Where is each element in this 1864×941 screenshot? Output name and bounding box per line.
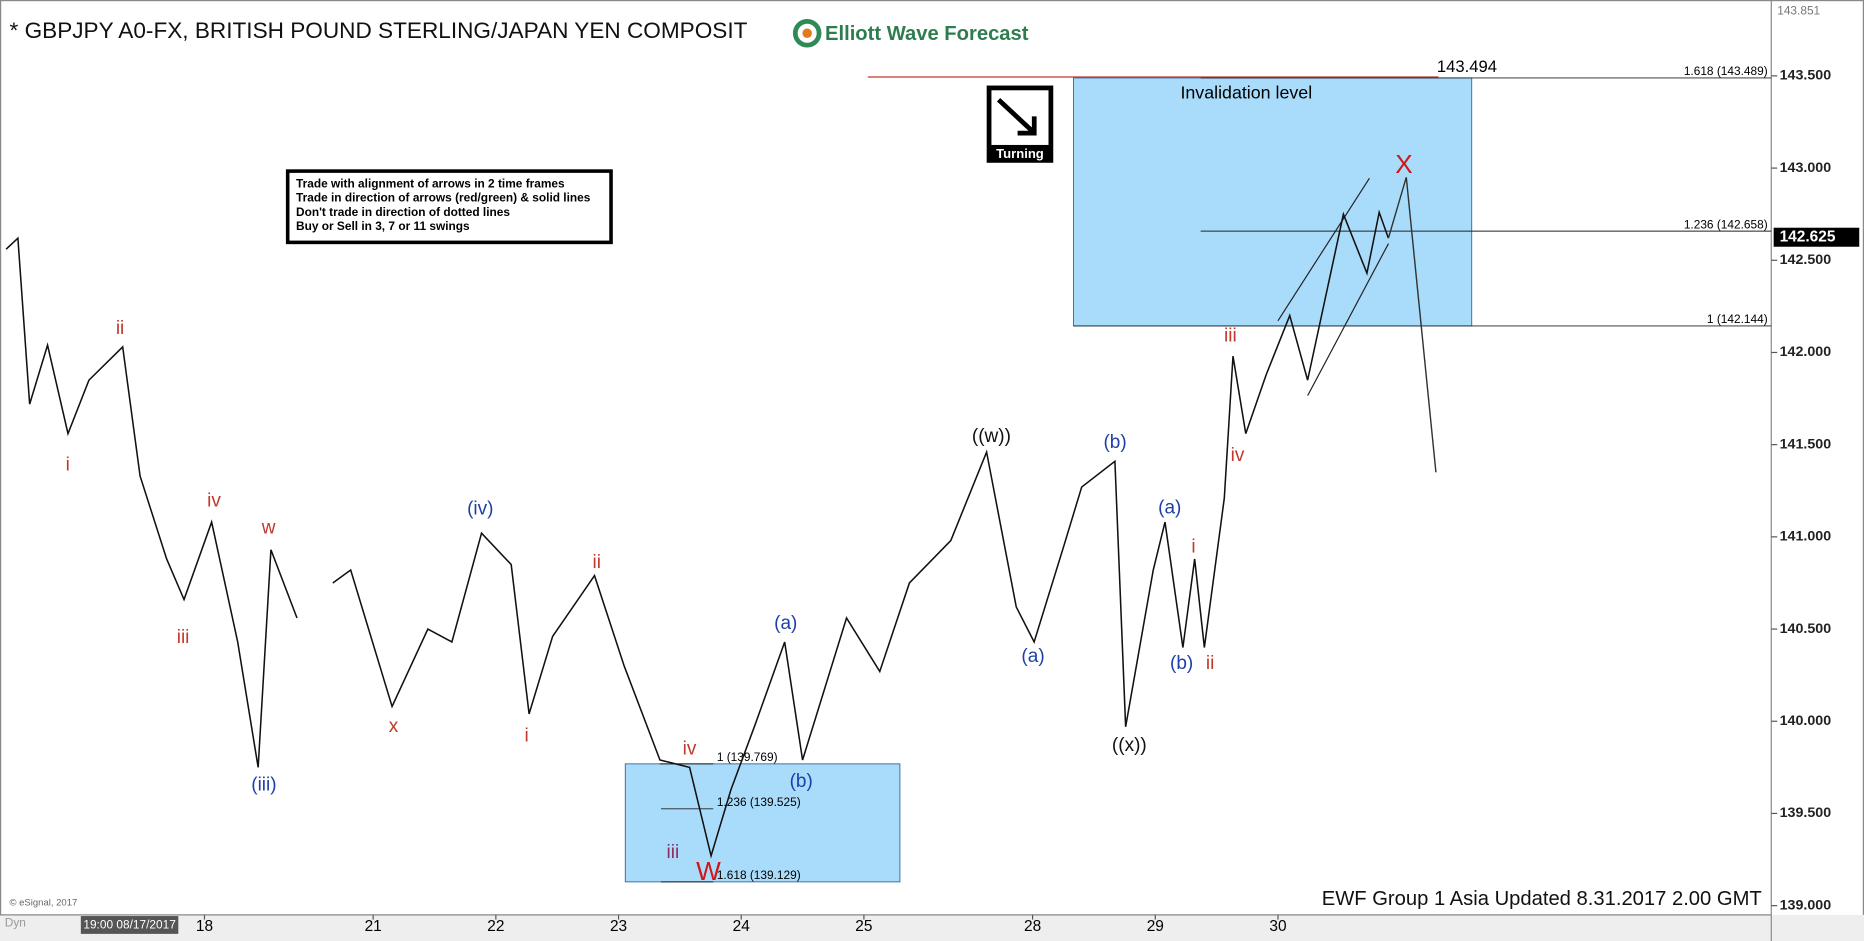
- fib-label: 1.618 (143.489): [1684, 64, 1768, 78]
- turning-icon: Turning: [986, 85, 1054, 163]
- cursor-box: [80, 916, 179, 934]
- wave-label: ii: [593, 552, 601, 573]
- x-tick-label: 22: [487, 918, 504, 935]
- projection-line: [1387, 177, 1437, 473]
- fib-label: 1 (139.769): [717, 750, 778, 764]
- x-tick-label: 18: [196, 918, 213, 935]
- wave-label: iv: [1231, 445, 1245, 466]
- y-tick-label: 140.000: [1780, 713, 1832, 729]
- wave-label: ii: [1206, 653, 1214, 674]
- rule: Don't trade in direction of dotted lines: [296, 205, 510, 219]
- x-tick-label: 21: [365, 918, 382, 935]
- wave-label: i: [525, 726, 529, 747]
- last-price-label: 142.625: [1780, 228, 1836, 245]
- x-tick-label: 23: [610, 918, 627, 935]
- wave-label: (b): [790, 771, 813, 792]
- x-axis-band: [0, 914, 1864, 941]
- price-line: [332, 209, 1390, 859]
- x-tick-label: 25: [855, 918, 872, 935]
- y-tick-label: 142.000: [1780, 344, 1832, 360]
- wave-label: ii: [116, 318, 124, 339]
- rule: Trade with alignment of arrows in 2 time…: [296, 176, 565, 190]
- zone-label: Invalidation level: [1180, 83, 1312, 103]
- wave-label: ((x)): [1112, 735, 1147, 756]
- logo: Elliott Wave Forecast: [825, 23, 1029, 45]
- wave-label: (iv): [467, 499, 493, 520]
- target-zone: [624, 763, 901, 883]
- high-label: 143.851: [1777, 3, 1820, 17]
- y-tick-label: 143.000: [1780, 160, 1832, 176]
- y-tick-label: 139.000: [1780, 897, 1832, 913]
- wave-label: w: [261, 518, 276, 539]
- rules-box: [285, 169, 613, 245]
- toolbar-label: Dyn: [5, 915, 26, 929]
- wave-label: (iii): [251, 774, 276, 795]
- wave-label: (a): [1158, 498, 1181, 519]
- wave-label: (b): [1103, 432, 1126, 453]
- channel-line: [1277, 177, 1370, 322]
- wave-label: ((w)): [972, 426, 1011, 447]
- channel-line: [1307, 243, 1390, 396]
- wave-label: X: [1395, 149, 1412, 179]
- logo-icon: [792, 19, 822, 48]
- footer: EWF Group 1 Asia Updated 8.31.2017 2.00 …: [1322, 888, 1762, 910]
- wave-label: (a): [774, 613, 797, 634]
- cursor-label: 19:00 08/17/2017: [83, 918, 175, 932]
- rule: Buy or Sell in 3, 7 or 11 swings: [296, 219, 470, 233]
- invalidation-label: 143.494: [1437, 57, 1497, 76]
- price-line: [5, 236, 298, 768]
- logo-bg: [786, 9, 1049, 55]
- y-tick-label: 143.500: [1780, 68, 1832, 84]
- wave-label: iii: [1224, 325, 1237, 346]
- wave-label: iii: [177, 627, 190, 648]
- fib-label: 1.236 (139.525): [717, 795, 801, 809]
- target-zone: [1072, 77, 1473, 327]
- y-tick-label: 141.500: [1780, 436, 1832, 452]
- last-price-box: [1773, 227, 1860, 247]
- y-tick-label: 139.500: [1780, 805, 1832, 821]
- wave-label: iii: [667, 842, 680, 863]
- icon-label: Turning: [996, 146, 1044, 161]
- fib-label: 1.236 (142.658): [1684, 217, 1768, 231]
- x-tick-label: 29: [1147, 918, 1164, 935]
- chart-title: * GBPJPY A0-FX, BRITISH POUND STERLING/J…: [10, 18, 748, 43]
- wave-label: i: [66, 455, 70, 476]
- x-tick-label: 24: [733, 918, 751, 935]
- y-tick-label: 140.500: [1780, 621, 1832, 637]
- rule: Trade in direction of arrows (red/green)…: [296, 191, 591, 205]
- logo-icon: [802, 28, 812, 39]
- x-tick-label: 30: [1269, 918, 1286, 935]
- fib-label: 1.618 (139.129): [717, 868, 801, 882]
- credit: © eSignal, 2017: [10, 897, 78, 908]
- y-tick-label: 142.500: [1780, 252, 1832, 268]
- wave-label: iv: [207, 490, 221, 511]
- wave-label: (a): [1021, 646, 1044, 667]
- wave-label: i: [1191, 537, 1195, 558]
- fib-label: 1 (142.144): [1707, 312, 1768, 326]
- wave-label: (b): [1170, 653, 1193, 674]
- icon-arrow: [996, 98, 1037, 136]
- wave-label: x: [389, 716, 399, 737]
- wave-label: iv: [683, 739, 697, 760]
- wave-label: W: [696, 856, 721, 886]
- x-tick-label: 28: [1024, 918, 1041, 935]
- y-tick-label: 141.000: [1780, 529, 1832, 545]
